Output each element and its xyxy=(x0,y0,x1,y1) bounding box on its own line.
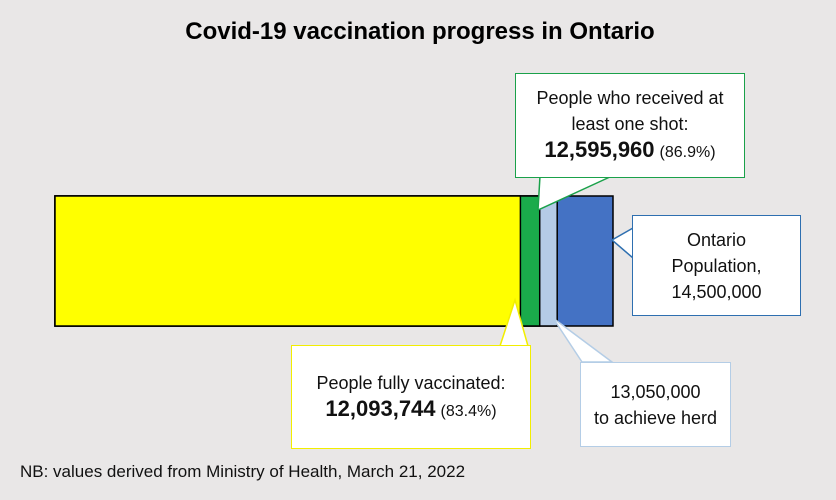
footnote: NB: values derived from Ministry of Heal… xyxy=(20,462,466,481)
callout: People who received at least one shot: 1… xyxy=(515,73,745,178)
callout: 13,050,000 to achieve herd xyxy=(580,362,731,447)
value-label: 13,050,000 xyxy=(610,381,701,402)
callout: Ontario Population, 14,500,000 xyxy=(632,215,801,316)
bar xyxy=(54,195,522,327)
value-label: 14,500,000 xyxy=(671,281,762,302)
callout-pointer xyxy=(610,226,634,260)
callout: People fully vaccinated: 12,093,744 (83.… xyxy=(291,345,531,449)
value-label: 12,595,960 xyxy=(544,137,655,162)
value-label: 12,093,744 xyxy=(325,395,436,421)
callout-label: Ontario Population, xyxy=(671,229,762,276)
percent-label: (86.9%) xyxy=(659,144,716,161)
percent-label: (83.4%) xyxy=(440,402,497,420)
callout-label: People fully vaccinated: xyxy=(316,372,506,393)
chart-title: Covid-19 vaccination progress in Ontario xyxy=(185,18,655,45)
callout-label: to achieve herd xyxy=(593,407,718,428)
callout-label: People who received at least one shot: xyxy=(536,88,724,134)
